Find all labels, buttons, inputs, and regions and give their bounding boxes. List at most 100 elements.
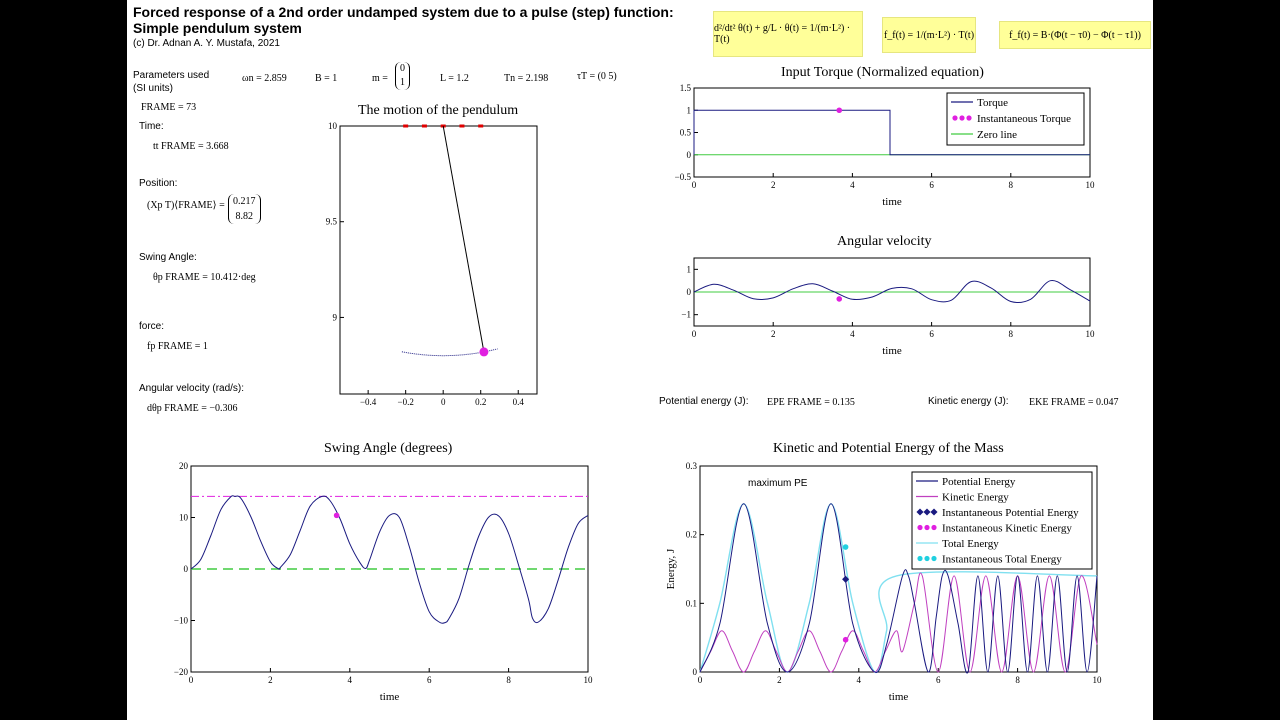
legend-label: Zero line xyxy=(977,129,1017,141)
legend-label: Instantaneous Kinetic Energy xyxy=(942,523,1072,535)
time-value: tt FRAME = 3.668 xyxy=(153,141,229,152)
ff-equation: f_f(t) = 1/(m·L²) · T(t) xyxy=(883,29,975,41)
swing-series-line xyxy=(190,495,589,624)
legend-marker-swatch xyxy=(924,555,930,562)
legend-marker-swatch xyxy=(916,508,924,516)
energy-chart: 0 2 4 6 8 10 0 0.1 0.2 0.3 time Energy, J maximum PE… xyxy=(665,461,1102,703)
page-title-line1: Forced response of a 2nd order undamped … xyxy=(133,4,674,20)
torque-instant-point xyxy=(836,107,843,114)
torque-ytick-label: 0.5 xyxy=(680,128,692,138)
legend-label: Kinetic Energy xyxy=(942,492,1009,504)
energy-instant-total-point xyxy=(842,544,849,550)
param-tn: Tn = 2.198 xyxy=(504,73,549,84)
swing-x-axis-label: time xyxy=(380,691,400,703)
force-value: fp FRAME = 1 xyxy=(147,341,208,352)
angvel-xtick-label: 4 xyxy=(850,329,855,339)
legend-label: Torque xyxy=(977,97,1008,109)
energy-ytick-label: 0.2 xyxy=(686,530,697,540)
param-m-prefix: m = xyxy=(372,73,388,84)
energy-kinetic-line xyxy=(699,572,1098,673)
torque-ytick-label: 1 xyxy=(687,105,692,115)
legend-marker-swatch xyxy=(917,524,923,531)
energy-instant-kinetic-point xyxy=(842,636,849,643)
torque-chart: 0 2 4 6 8 10−0.500.511.5timeTorqueInstantaneo… xyxy=(675,83,1095,208)
angvel-x-axis-label: time xyxy=(882,345,902,357)
torque-x-axis-label: time xyxy=(882,196,902,208)
pendulum-mount-marker xyxy=(459,124,465,128)
energy-xtick-label: 6 xyxy=(936,675,941,685)
angvel-series-line xyxy=(693,279,1091,304)
energy-annotation: maximum PE xyxy=(748,478,808,489)
legend-label: Total Energy xyxy=(942,538,999,550)
torque-chart-title: Input Torque (Normalized equation) xyxy=(781,65,984,80)
angvel-xtick-label: 10 xyxy=(1086,329,1096,339)
legend-marker-swatch xyxy=(924,524,930,531)
ff2-equation: f_f(t) = B·(Φ(t − τ0) − Φ(t − τ1)) xyxy=(1009,29,1141,41)
pendulum-xtick-label: 0.4 xyxy=(513,397,525,407)
swing-chart: 0 2 4 6 8 10 −20 −10 0 10 20 time xyxy=(174,461,594,703)
legend-box xyxy=(911,471,1093,570)
legend-marker-swatch xyxy=(917,555,923,562)
energy-plot-frame xyxy=(699,465,1098,673)
pendulum-ytick-label: 9.5 xyxy=(326,217,338,227)
angvel-value: dθp FRAME = −0.306 xyxy=(147,403,238,414)
angvel-xtick-label: 8 xyxy=(1009,329,1014,339)
energy-xtick-label: 8 xyxy=(1015,675,1020,685)
pendulum-plot-frame xyxy=(339,125,538,395)
pendulum-rod xyxy=(442,125,485,352)
page-title-line2: Simple pendulum system xyxy=(133,20,302,36)
torque-ytick-label: −0.5 xyxy=(675,172,692,182)
param-wn: ωn = 2.859 xyxy=(242,73,287,84)
pe-label: Potential energy (J): xyxy=(659,396,749,407)
swing-value: θp FRAME = 10.412·deg xyxy=(153,272,256,283)
pendulum-ytick-label: 10 xyxy=(328,121,338,131)
angvel-xtick-label: 6 xyxy=(929,329,934,339)
swing-label: Swing Angle: xyxy=(139,252,197,263)
pe-value: EPE FRAME = 0.135 xyxy=(767,397,855,408)
position-vector: 0.217 8.82 xyxy=(228,194,261,224)
pendulum-xtick-label: −0.2 xyxy=(398,397,414,407)
energy-ytick-label: 0.3 xyxy=(686,461,698,471)
swing-ytick-label: 0 xyxy=(184,564,189,574)
frame-readout: FRAME = 73 xyxy=(141,102,197,113)
legend-label: Instantaneous Torque xyxy=(977,113,1071,125)
angvel-label: Angular velocity (rad/s): xyxy=(139,383,245,394)
pendulum-mount-marker xyxy=(478,124,484,128)
swing-ytick-label: 20 xyxy=(179,461,189,471)
param-m-vector: 0 1 xyxy=(395,62,410,90)
energy-y-axis-label: Energy, J xyxy=(665,548,677,589)
ff-equation-box: f_f(t) = 1/(m·L²) · T(t) xyxy=(882,17,976,53)
worksheet: Forced response of a 2nd order undamped … xyxy=(127,0,1153,720)
ke-value: EKE FRAME = 0.047 xyxy=(1029,397,1119,408)
position-lhs: (Xp T)⟨FRAME⟩ = xyxy=(147,200,225,211)
swing-ytick-label: 10 xyxy=(179,513,189,523)
legend-label: Potential Energy xyxy=(942,476,1016,488)
ode-equation: d²/dt² θ(t) + g/L · θ(t) = 1/(m·L²) · T(… xyxy=(714,23,851,45)
param-b: B = 1 xyxy=(315,73,338,84)
swing-instant-point xyxy=(333,512,340,519)
pendulum-xtick-label: 0.2 xyxy=(475,397,486,407)
swing-chart-title: Swing Angle (degrees) xyxy=(324,441,453,456)
position-label: Position: xyxy=(139,178,178,189)
param-tau: τT = (0 5) xyxy=(577,71,617,82)
legend-marker-swatch xyxy=(959,115,965,121)
legend-label: Instantaneous Potential Energy xyxy=(942,507,1079,519)
pendulum-chart: −0.4 −0.2 0 0.2 0.4 9 9.5 10 xyxy=(326,121,538,407)
swing-xtick-label: 10 xyxy=(584,675,594,685)
pendulum-ytick-label: 9 xyxy=(333,312,338,322)
legend-marker-swatch xyxy=(952,115,958,121)
angvel-xtick-label: 0 xyxy=(692,329,697,339)
angvel-ytick-label: −1 xyxy=(681,310,691,320)
torque-xtick-label: 2 xyxy=(771,180,776,190)
swing-xtick-label: 4 xyxy=(348,675,353,685)
torque-xtick-label: 8 xyxy=(1009,180,1014,190)
ff2-equation-box: f_f(t) = B·(Φ(t − τ0) − Φ(t − τ1)) xyxy=(999,21,1151,49)
energy-ytick-label: 0 xyxy=(693,667,698,677)
legend-marker-swatch xyxy=(931,555,937,562)
copyright: (c) Dr. Adnan A. Y. Mustafa, 2021 xyxy=(133,38,280,49)
energy-xtick-label: 0 xyxy=(698,675,703,685)
params-label-1: Parameters used xyxy=(133,70,210,81)
energy-xtick-label: 4 xyxy=(857,675,862,685)
legend-marker-swatch xyxy=(966,115,972,121)
